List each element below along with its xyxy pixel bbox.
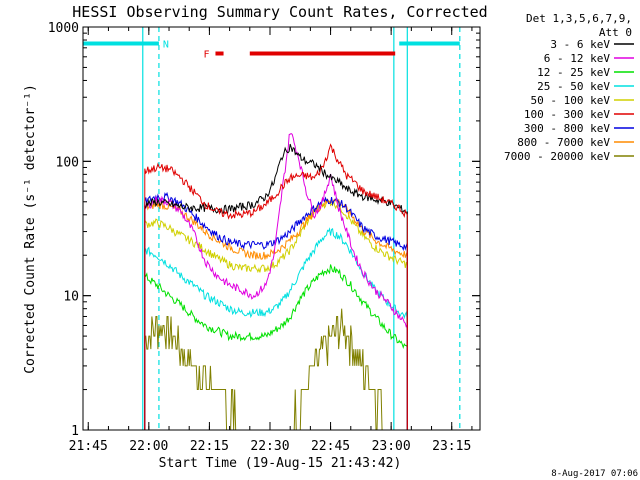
legend-entry-label: 800 - 7000 keV <box>517 136 610 149</box>
x-tick-label: 23:15 <box>432 439 471 454</box>
series-line <box>144 198 408 430</box>
x-tick-label: 22:45 <box>311 439 350 454</box>
series-line <box>144 191 408 430</box>
series-line <box>144 264 408 430</box>
x-axis-label: Start Time (19-Aug-15 21:43:42) <box>159 456 402 471</box>
legend-entry-label: 12 - 25 keV <box>537 66 610 79</box>
legend-entry-label: 50 - 100 keV <box>531 94 611 107</box>
x-tick-label: 22:00 <box>129 439 168 454</box>
series-line <box>144 199 408 430</box>
footer-timestamp: 8-Aug-2017 07:06 <box>551 469 638 479</box>
series-line <box>144 133 408 430</box>
legend-entry-label: 3 - 6 keV <box>550 38 610 51</box>
y-tick-label: 10 <box>63 290 79 305</box>
series-line <box>144 143 408 430</box>
legend-entry-label: 25 - 50 keV <box>537 80 610 93</box>
legend-entry-label: 6 - 12 keV <box>544 52 611 65</box>
flare-flag-label: F <box>203 49 209 60</box>
plot-area: N F 21:45 22:00 22:15 22:30 22:45 23:00 23:15 1… <box>48 21 481 454</box>
y-tick-label: 100 <box>56 155 79 170</box>
attenuator-bar-label: N <box>163 39 169 50</box>
legend-header: Det 1,3,5,6,7,9, <box>526 12 632 25</box>
y-tick-label: 1000 <box>48 21 79 36</box>
x-tick-label: 22:15 <box>190 439 229 454</box>
chart-title: HESSI Observing Summary Count Rates, Cor… <box>72 3 487 21</box>
series-line <box>144 143 408 430</box>
y-tick-label: 1 <box>71 424 79 439</box>
legend-entry-label: 7000 - 20000 keV <box>504 150 610 163</box>
x-tick-label: 21:45 <box>69 439 108 454</box>
series-line <box>144 227 408 430</box>
x-tick-label: 22:30 <box>250 439 289 454</box>
legend-entry-label: 100 - 300 keV <box>524 108 610 121</box>
x-tick-label: 23:00 <box>372 439 411 454</box>
plot-frame <box>82 26 481 431</box>
y-axis-label: Corrected Count Rate (s⁻¹ detector⁻¹) <box>23 84 38 374</box>
legend-entry-label: 300 - 800 keV <box>524 122 610 135</box>
legend-header: Att 0 <box>599 26 632 39</box>
